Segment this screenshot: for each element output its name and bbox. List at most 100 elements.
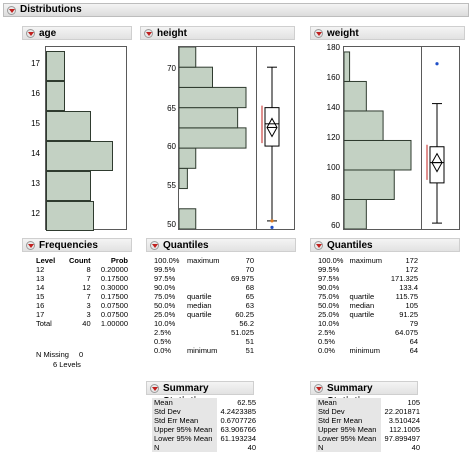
height-tick-label: 60 <box>167 142 176 151</box>
note-cell <box>185 337 226 346</box>
height-quantiles-header[interactable]: Quantiles <box>146 238 296 252</box>
count-cell: 8 <box>86 265 91 274</box>
table-row: 2.5% 64.075 <box>316 328 420 337</box>
label-cell: 0.0% <box>318 346 336 355</box>
disclosure-icon[interactable] <box>314 241 323 250</box>
label-cell: Lower 95% Mean <box>152 434 217 443</box>
level-cell: 14 <box>36 283 45 292</box>
table-row: N 40 <box>152 443 258 452</box>
label-cell: 25.0% <box>318 310 340 319</box>
label-cell: 2.5% <box>154 328 172 337</box>
age-tick-label: 14 <box>31 149 40 158</box>
value-cell: 112.1005 <box>389 425 420 434</box>
height-summary-header[interactable]: Summary Statistics <box>146 381 254 407</box>
label-cell: 100.0% <box>318 256 344 265</box>
level-cell: Total <box>36 319 52 328</box>
disclosure-icon[interactable] <box>7 6 16 15</box>
note-cell: quartile <box>186 310 212 319</box>
note-cell: minimum <box>186 346 218 355</box>
weight-quantiles-header[interactable]: Quantiles <box>310 238 460 252</box>
value-cell: 70 <box>245 256 254 265</box>
value-cell: 22.201871 <box>384 407 420 416</box>
height-tick-label: 70 <box>167 64 176 73</box>
value-cell: 60.25 <box>235 310 254 319</box>
age-bar-12 <box>46 201 94 231</box>
label-cell: 50.0% <box>154 301 176 310</box>
note-cell: maximum <box>349 256 383 265</box>
label-cell: 90.0% <box>318 283 340 292</box>
label-cell: 97.5% <box>154 274 176 283</box>
table-row: Upper 95% Mean 63.906766 <box>152 425 258 434</box>
label-cell: 100.0% <box>154 256 180 265</box>
label-cell: 75.0% <box>318 292 340 301</box>
value-cell: 65 <box>245 292 254 301</box>
weight-histogram[interactable] <box>343 46 460 230</box>
label-cell: N <box>152 443 217 452</box>
age-tick-label: 16 <box>31 89 40 98</box>
prob-cell: 0.07500 <box>100 301 128 310</box>
prob-cell: 0.17500 <box>100 292 128 301</box>
histogram-bar <box>179 66 213 88</box>
value-cell: 133.4 <box>399 283 418 292</box>
note-cell: quartile <box>349 292 375 301</box>
disclosure-icon[interactable] <box>314 384 323 393</box>
value-cell: 51.025 <box>231 328 254 337</box>
label-cell: Upper 95% Mean <box>152 425 217 434</box>
age-histogram[interactable] <box>45 46 127 231</box>
age-header[interactable]: age <box>22 26 132 40</box>
column-title-age: age <box>39 28 57 39</box>
disclosure-icon[interactable] <box>150 384 159 393</box>
height-histogram[interactable] <box>178 46 295 230</box>
height-chart-svg <box>179 47 280 229</box>
table-row: 50.0% median 105 <box>316 301 420 310</box>
age-bar-17 <box>46 51 65 81</box>
frequencies-header[interactable]: Frequencies <box>22 238 132 252</box>
weight-header[interactable]: weight <box>310 26 465 40</box>
table-row: Mean 62.55 <box>152 398 258 407</box>
histogram-bar <box>344 110 384 141</box>
weight-summary-header[interactable]: Summary Statistics <box>310 381 418 407</box>
disclosure-icon[interactable] <box>314 29 323 38</box>
distributions-header[interactable]: Distributions <box>3 3 469 17</box>
table-row: 13 7 0.17500 <box>34 274 130 283</box>
table-row: 100.0% maximum 172 <box>316 256 420 265</box>
value-cell: 172 <box>405 265 418 274</box>
label-cell: 75.0% <box>154 292 176 301</box>
label-cell: 50.0% <box>318 301 340 310</box>
value-cell: 62.55 <box>237 398 256 407</box>
height-header[interactable]: height <box>140 26 295 40</box>
disclosure-icon[interactable] <box>144 29 153 38</box>
column-title-weight: weight <box>327 28 359 39</box>
quartile-box <box>264 107 280 147</box>
table-row: Std Err Mean 3.510424 <box>316 416 422 425</box>
prob-cell: 0.20000 <box>100 265 128 274</box>
quantiles-title: Quantiles <box>163 240 209 251</box>
weight-summary-table: Mean 105 Std Dev 22.201871 Std Err Mean 3.510… <box>316 398 422 452</box>
note-cell: median <box>186 301 212 310</box>
histogram-bar <box>344 198 367 229</box>
label-cell: 0.5% <box>154 337 172 346</box>
label-cell: 25.0% <box>154 310 176 319</box>
disclosure-icon[interactable] <box>26 29 35 38</box>
count-cell: 12 <box>82 283 91 292</box>
note-cell <box>348 319 387 328</box>
note-cell <box>348 283 387 292</box>
label-cell: Mean <box>316 398 381 407</box>
prob-cell: 0.30000 <box>100 283 128 292</box>
note-cell <box>348 328 387 337</box>
label-cell: N <box>316 443 381 452</box>
height-tick-label: 50 <box>167 220 176 229</box>
level-cell: 15 <box>36 292 45 301</box>
table-row: 99.5% 70 <box>152 265 256 274</box>
disclosure-icon[interactable] <box>150 241 159 250</box>
disclosure-icon[interactable] <box>26 241 35 250</box>
note-cell <box>348 265 387 274</box>
level-cell: 12 <box>36 265 45 274</box>
value-cell: 79 <box>409 319 418 328</box>
label-cell: Std Err Mean <box>316 416 381 425</box>
outlier-point <box>435 62 439 66</box>
value-cell: 0.6707726 <box>220 416 256 425</box>
label-cell: Std Dev <box>152 407 217 416</box>
label-cell: 2.5% <box>318 328 336 337</box>
note-cell <box>185 265 226 274</box>
